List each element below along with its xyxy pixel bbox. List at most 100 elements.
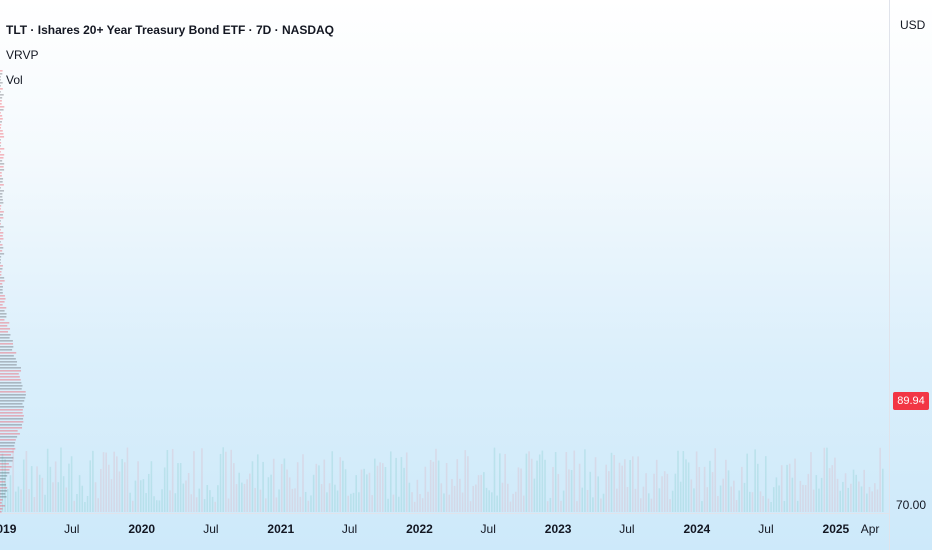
volume-profile-row [0,184,4,186]
volume-profile-row [0,238,4,240]
x-axis[interactable]: 2019 Jul 2020 Jul 2021 Jul 2022 Jul 2023 Jul 2024 J… [0,522,879,536]
volume-bar [134,480,137,512]
volume-bar [155,500,158,512]
volume-bar [557,473,560,512]
volume-bar [1,453,4,512]
volume-profile-row [0,226,4,228]
volume-bar [852,469,855,512]
volume-profile-row [0,448,16,450]
volume-profile-row [0,70,3,72]
volume-bar [509,501,512,512]
volume-bar [267,477,270,512]
volume-bar [299,496,302,512]
volume-profile-row [0,478,6,480]
volume-bar [193,451,195,512]
volume-profile-row [0,268,3,270]
volume-bar [807,473,810,512]
volume-bar [57,482,60,512]
volume-bar [674,473,677,512]
volume-bar [70,456,73,512]
volume-profile-row [0,151,1,153]
volume-bar [592,497,594,512]
volume-profile-row [0,499,3,501]
volume-bar [514,491,517,512]
volume-bar [679,481,682,512]
volume-bar [810,452,812,512]
volume-bar [339,457,342,512]
volume-profile-row [0,265,3,267]
volume-bar [770,501,772,512]
volume-profile-row [0,370,22,372]
volume-bar [113,451,115,512]
volume-bar [836,478,839,512]
volume-bar [610,452,613,512]
volume-profile-row [0,100,2,102]
last-price-badge: 89.94 [893,392,929,410]
symbol-title[interactable]: TLT · Ishares 20+ Year Treasury Bond ETF… [6,23,334,37]
volume-bar [751,492,754,512]
volume-profile-row [0,484,7,486]
indicator-vrvp-label[interactable]: VRVP [6,48,39,62]
volume-bar [403,467,405,512]
volume-profile-row [0,256,2,258]
volume-bar [97,498,100,512]
volume-bar [661,476,663,512]
price-axis-divider [889,0,890,550]
volume-bar [38,474,41,512]
volume-bar [179,463,182,512]
volume-profile-row [0,136,5,138]
volume-profile-row [0,493,6,495]
volume-bar [501,482,504,512]
volume-bar [344,469,347,512]
volume-bar [12,448,14,512]
volume-bar [682,451,685,512]
volume-bar [483,472,485,512]
volume-bar [171,448,174,512]
volume-bar [530,458,533,512]
volume-bar [741,466,743,512]
volume-bar [235,484,238,512]
volume-profile-row [0,295,5,297]
volume-bar [863,469,865,512]
volume-profile-row [0,502,2,504]
volume-profile-row [0,187,1,189]
volume-profile-row [0,232,4,234]
volume-bar [129,492,131,512]
volume-bar [320,484,323,512]
indicator-vol-label[interactable]: Vol [6,73,23,87]
volume-bar [823,447,826,512]
volume-profile-row [0,328,11,330]
volume-bar [4,459,6,512]
volume-profile-row [0,412,23,414]
volume-profile-row [0,490,8,492]
x-tick-label: Jul [481,522,496,536]
volume-bar [424,466,427,512]
volume-profile-row [0,403,23,405]
volume-bar [158,500,161,512]
volume-bar [706,487,709,512]
volume-profile-row [0,220,1,222]
volume-bar [41,477,44,512]
volume-bar [254,487,256,512]
volume-bar [445,463,448,512]
volume-bar [121,458,123,512]
volume-bar [453,485,456,512]
volume-bar [834,457,836,512]
y-axis[interactable]: 70.0080.0090.00100.00110.00120.00130.001… [896,0,932,512]
volume-bar [528,451,530,512]
volume-profile-row [0,73,3,75]
volume-profile-row [0,280,5,282]
volume-bar [408,482,411,512]
volume-profile-row [0,319,5,321]
volume-bar [389,451,392,512]
currency-label[interactable]: USD [900,18,926,32]
volume-bar [818,488,820,512]
volume-profile-row [0,82,3,84]
volume-bar [150,461,153,512]
volume-profile-row [0,358,16,360]
volume-bar [92,450,94,512]
volume-bar [874,483,876,512]
volume-profile-row [0,91,1,93]
volume-bar [804,485,807,512]
